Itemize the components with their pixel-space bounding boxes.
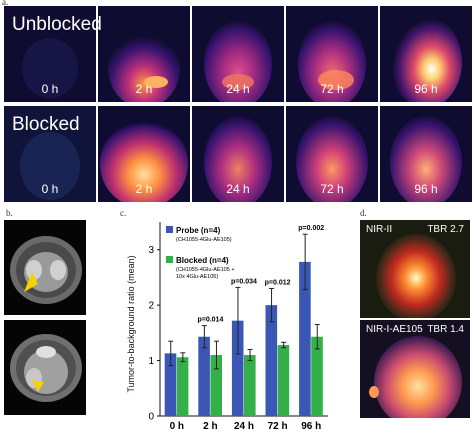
row-title-unblocked: Unblocked	[12, 14, 102, 35]
time-label: 72 h	[320, 82, 344, 96]
legend-label: Blocked (n=4)	[176, 256, 229, 265]
imaging-row-blocked: 0 h 2 h 24 h 72 h 96 h Blocked	[4, 106, 472, 202]
legend-note: (CH1055-4Glu-AE105)	[176, 237, 232, 243]
x-tick-label: 96 h	[301, 421, 321, 432]
p-value-label: p=0.012	[265, 280, 291, 287]
legend-note: 10x 4Glu-AE105)	[176, 274, 218, 280]
tbr-bar-chart: 0 1 2 3 0 h 2 h 24 h 72 h 96 h p=0.014 p=0.034 p=0…	[126, 222, 328, 432]
tbr-label-bottom: TBR 1.4	[427, 324, 464, 335]
image-tile: 2 h	[98, 106, 190, 202]
bar-probe	[231, 320, 244, 416]
nir-image-bottom: NIR-I-AE105 TBR 1.4	[360, 320, 470, 418]
image-tile: 24 h	[192, 6, 284, 102]
panel-letter-d: d.	[360, 208, 367, 218]
legend-note: (CH1055-4Glu-AE105 +	[176, 267, 235, 273]
image-tile: 72 h	[286, 106, 378, 202]
bar-probe	[299, 261, 311, 416]
row-title-blocked: Blocked	[12, 114, 80, 135]
image-tile: 24 h	[192, 106, 284, 202]
time-label: 96 h	[414, 182, 438, 196]
image-tile: 96 h	[380, 106, 472, 202]
mri-image-top	[4, 220, 86, 315]
legend-swatch	[166, 256, 173, 263]
nir-label-bottom: NIR-I-AE105	[366, 324, 423, 335]
time-label: 2 h	[135, 82, 153, 96]
legend-label: Probe (n=4)	[176, 226, 221, 235]
image-tile: 72 h	[286, 6, 378, 102]
time-label: 96 h	[414, 82, 438, 96]
y-tick-label: 0	[148, 412, 154, 423]
y-tick-label: 1	[148, 356, 154, 367]
bar-blocked	[311, 336, 323, 416]
arrow-marker	[32, 380, 44, 392]
bar-blocked	[244, 355, 256, 416]
image-tile: 2 h	[98, 6, 190, 102]
x-tick-label: 0 h	[170, 421, 184, 432]
bar-probe	[265, 305, 278, 416]
p-value-label: p=0.002	[298, 225, 324, 232]
nir-label-top: NIR-II	[366, 224, 393, 235]
time-label: 24 h	[226, 82, 250, 96]
bar-blocked	[277, 345, 290, 416]
bar-blocked	[210, 355, 222, 416]
x-tick-label: 72 h	[268, 421, 288, 432]
time-label: 72 h	[320, 182, 344, 196]
y-tick-label: 3	[148, 245, 154, 256]
x-tick-label: 24 h	[234, 421, 254, 432]
x-tick-label: 2 h	[203, 421, 217, 432]
image-tile: 0 h	[4, 6, 96, 102]
bar-probe	[198, 336, 210, 416]
tbr-label-top: TBR 2.7	[427, 224, 464, 235]
image-tile: 96 h	[380, 6, 472, 102]
bar-probe	[164, 353, 177, 416]
y-tick-label: 2	[148, 301, 154, 312]
time-label: 24 h	[226, 182, 250, 196]
panel-letter-b: b.	[6, 208, 13, 218]
image-tile: 0 h	[4, 106, 96, 202]
p-value-label: p=0.014	[197, 317, 223, 324]
p-value-label: p=0.034	[231, 278, 257, 285]
y-axis-label: Tumor-to-background ratio (mean)	[126, 255, 136, 392]
mri-image-bottom	[4, 320, 86, 415]
time-label: 0 h	[41, 182, 59, 196]
imaging-row-unblocked: 0 h 2 h 24 h 72 h 96 h Unblocked	[4, 6, 472, 102]
bar-blocked	[176, 357, 189, 416]
legend-swatch	[166, 226, 173, 233]
panel-letter-a: a.	[2, 0, 9, 7]
time-label: 0 h	[41, 82, 59, 96]
panel-letter-c: c.	[120, 208, 127, 218]
nir-image-top: NIR-II TBR 2.7	[360, 220, 470, 318]
arrow-marker	[24, 272, 38, 292]
time-label: 2 h	[135, 182, 153, 196]
